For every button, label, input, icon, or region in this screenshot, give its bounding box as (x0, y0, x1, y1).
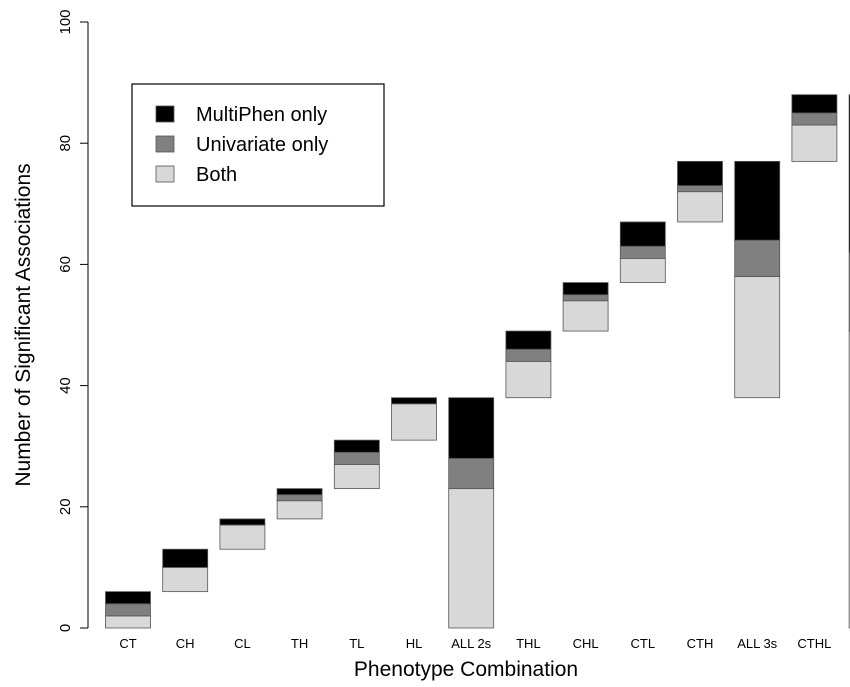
bar-segment (220, 525, 265, 549)
bar-segment (563, 301, 608, 331)
bar-segment (506, 331, 551, 349)
legend-swatch (156, 136, 174, 152)
x-tick-label: THL (516, 636, 541, 651)
y-axis-title: Number of Significant Associations (12, 163, 35, 486)
y-tick-label: 80 (57, 135, 74, 152)
x-tick-label: CTL (631, 636, 656, 651)
bar-segment (792, 95, 837, 113)
bar-segment (220, 519, 265, 525)
bar-segment (563, 295, 608, 301)
x-tick-label: ALL 3s (737, 636, 777, 651)
bar-segment (620, 246, 665, 258)
bar-segment (678, 186, 723, 192)
legend-label: Univariate only (196, 134, 328, 156)
x-tick-label: ALL 2s (451, 636, 491, 651)
x-tick-label: HL (406, 636, 423, 651)
legend-swatch (156, 106, 174, 122)
bar-segment (678, 192, 723, 222)
bar-segment (449, 458, 494, 488)
bar-segment (620, 222, 665, 246)
y-tick-label: 100 (57, 9, 74, 34)
legend-swatch (156, 166, 174, 182)
bar-segment (449, 398, 494, 459)
x-tick-label: CL (234, 636, 251, 651)
bar-segment (792, 113, 837, 125)
bar-segment (392, 398, 437, 404)
bar-segment (506, 349, 551, 361)
x-tick-label: CH (176, 636, 195, 651)
y-tick-label: 40 (57, 377, 74, 394)
bar-segment (449, 489, 494, 628)
bar-segment (277, 501, 322, 519)
y-axis: 0 20 40 60 80 100 (57, 9, 88, 632)
x-tick-label: TH (291, 636, 308, 651)
x-tick-label: CTHL (797, 636, 831, 651)
x-axis-title: Phenotype Combination (354, 658, 578, 681)
bar-segment (277, 489, 322, 495)
x-tick-label: CHL (573, 636, 599, 651)
bar-segment (163, 567, 208, 591)
x-tick-label: CT (119, 636, 136, 651)
bar-segment (620, 258, 665, 282)
bar-segment (106, 604, 151, 616)
x-tick-labels: CT CH CL TH TL HL ALL 2s THL CHL CTL CTH ALL 3s CTHL… (119, 636, 850, 651)
x-tick-label: TL (349, 636, 364, 651)
bar-segment (277, 495, 322, 501)
bar-segment (735, 277, 780, 398)
bar-segment (334, 464, 379, 488)
bar-segment (563, 283, 608, 295)
bar-segment (163, 549, 208, 567)
bar-segment (106, 592, 151, 604)
legend-label: MultiPhen only (196, 104, 327, 126)
legend: MultiPhen only Univariate only Both (132, 84, 384, 206)
bar-segment (678, 161, 723, 185)
y-tick-label: 0 (57, 624, 74, 632)
bar-segment (392, 404, 437, 440)
x-tick-label: CTH (687, 636, 714, 651)
bar-segment (735, 161, 780, 240)
bar-segment (106, 616, 151, 628)
y-tick-label: 20 (57, 498, 74, 515)
bar-segment (334, 452, 379, 464)
bar-segment (506, 361, 551, 397)
bar-segment (792, 125, 837, 161)
y-tick-label: 60 (57, 256, 74, 273)
bar-segment (334, 440, 379, 452)
legend-label: Both (196, 164, 237, 186)
bar-segment (735, 240, 780, 276)
